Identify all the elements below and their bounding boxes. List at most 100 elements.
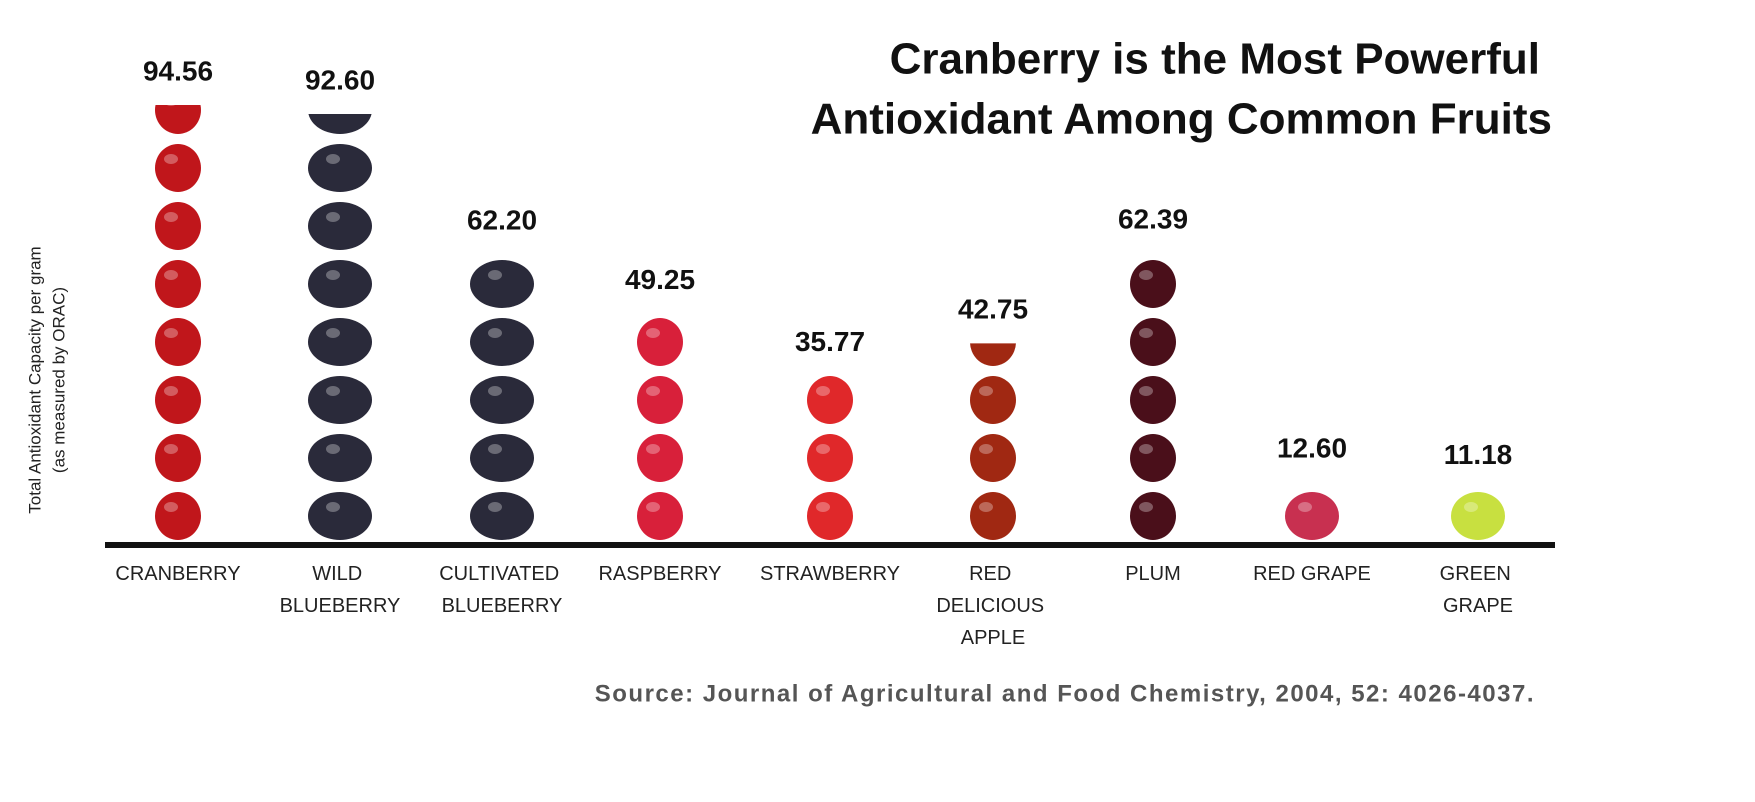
fruit-highlight xyxy=(1139,328,1153,338)
fruit-icon xyxy=(470,434,534,482)
fruit-highlight xyxy=(164,444,178,454)
value-label: 35.77 xyxy=(795,326,865,357)
fruit-icon xyxy=(155,434,201,482)
fruit-icon xyxy=(308,376,372,424)
pictogram-column xyxy=(308,114,372,540)
y-axis-label: (as measured by ORAC) xyxy=(49,287,68,473)
fruit-highlight xyxy=(164,270,178,280)
fruit-highlight xyxy=(326,328,340,338)
pictogram-column xyxy=(1451,492,1505,540)
pictogram-column xyxy=(637,318,683,540)
fruit-icon xyxy=(970,376,1016,424)
value-label: 62.20 xyxy=(467,204,537,235)
fruit-icon xyxy=(637,492,683,540)
fruit-icon xyxy=(1130,492,1176,540)
fruit-icon xyxy=(470,260,534,308)
fruit-highlight xyxy=(488,270,502,280)
fruit-highlight xyxy=(166,105,176,106)
fruit-highlight xyxy=(326,386,340,396)
fruit-icon xyxy=(1130,434,1176,482)
fruit-highlight xyxy=(1139,444,1153,454)
fruit-highlight xyxy=(164,328,178,338)
fruit-icon xyxy=(807,492,853,540)
pictogram-column xyxy=(970,343,1016,540)
fruit-icon xyxy=(308,492,372,540)
fruit-highlight xyxy=(646,444,660,454)
fruit-icon xyxy=(470,492,534,540)
pictogram-column xyxy=(1130,260,1176,540)
fruit-icon xyxy=(470,318,534,366)
x-tick-label: PLUM xyxy=(1125,563,1181,585)
pictogram-column xyxy=(807,376,853,540)
chart-title: Cranberry is the Most Powerful xyxy=(890,35,1540,84)
fruit-highlight xyxy=(1139,386,1153,396)
fruit-icon xyxy=(970,343,1016,366)
fruit-icon xyxy=(470,376,534,424)
fruit-highlight xyxy=(979,386,993,396)
pictogram-column xyxy=(1285,492,1339,540)
value-label: 11.18 xyxy=(1444,439,1513,470)
fruit-highlight xyxy=(1464,502,1478,512)
fruit-highlight xyxy=(816,444,830,454)
fruit-icon xyxy=(155,260,201,308)
value-label: 94.56 xyxy=(143,55,213,86)
pictogram-column xyxy=(155,105,201,540)
fruit-highlight xyxy=(816,502,830,512)
pictogram-column xyxy=(470,260,534,540)
x-tick-label: GREEN GRAPE xyxy=(1440,563,1517,617)
fruit-highlight xyxy=(979,502,993,512)
fruit-icon xyxy=(308,318,372,366)
fruit-highlight xyxy=(488,444,502,454)
fruit-icon xyxy=(1451,492,1505,540)
value-label: 12.60 xyxy=(1277,432,1347,463)
x-tick-label: RED DELICIOUS APPLE xyxy=(936,563,1049,649)
fruit-icon xyxy=(807,434,853,482)
fruit-highlight xyxy=(488,328,502,338)
fruit-icon xyxy=(970,434,1016,482)
value-label: 42.75 xyxy=(958,294,1028,325)
fruit-icon xyxy=(155,492,201,540)
source-note: Source: Journal of Agricultural and Food… xyxy=(595,680,1535,707)
fruit-highlight xyxy=(488,502,502,512)
fruit-highlight xyxy=(646,386,660,396)
x-tick-label: CULTIVATED BLUEBERRY xyxy=(439,563,565,617)
x-tick-label: RED GRAPE xyxy=(1253,563,1371,585)
fruit-icon xyxy=(308,114,372,134)
fruit-icon xyxy=(970,492,1016,540)
fruit-icon xyxy=(807,376,853,424)
fruit-icon xyxy=(1285,492,1339,540)
fruit-icon xyxy=(637,434,683,482)
y-axis-label: Total Antioxidant Capacity per gram xyxy=(25,246,44,513)
chart-title: Antioxidant Among Common Fruits xyxy=(811,95,1552,144)
fruit-icon xyxy=(155,376,201,424)
fruit-highlight xyxy=(326,444,340,454)
x-tick-label: RASPBERRY xyxy=(598,563,721,585)
fruit-icon xyxy=(155,202,201,250)
fruit-highlight xyxy=(816,386,830,396)
fruit-highlight xyxy=(326,270,340,280)
x-tick-label: CRANBERRY xyxy=(115,563,240,585)
value-label: 62.39 xyxy=(1118,203,1188,234)
fruit-highlight xyxy=(164,212,178,222)
fruit-highlight xyxy=(979,444,993,454)
fruit-icon xyxy=(155,144,201,192)
fruit-icon xyxy=(1130,318,1176,366)
fruit-highlight xyxy=(646,502,660,512)
fruit-icon xyxy=(308,144,372,192)
fruit-icon xyxy=(155,318,201,366)
fruit-highlight xyxy=(488,386,502,396)
fruit-icon xyxy=(1130,376,1176,424)
fruit-highlight xyxy=(646,328,660,338)
fruit-highlight xyxy=(326,212,340,222)
x-tick-label: WILD BLUEBERRY xyxy=(280,563,401,617)
fruit-highlight xyxy=(326,502,340,512)
fruit-highlight xyxy=(164,154,178,164)
fruit-icon xyxy=(637,376,683,424)
fruit-icon xyxy=(1130,260,1176,308)
value-label: 49.25 xyxy=(625,264,695,295)
x-tick-label: STRAWBERRY xyxy=(760,563,900,585)
fruit-highlight xyxy=(164,502,178,512)
